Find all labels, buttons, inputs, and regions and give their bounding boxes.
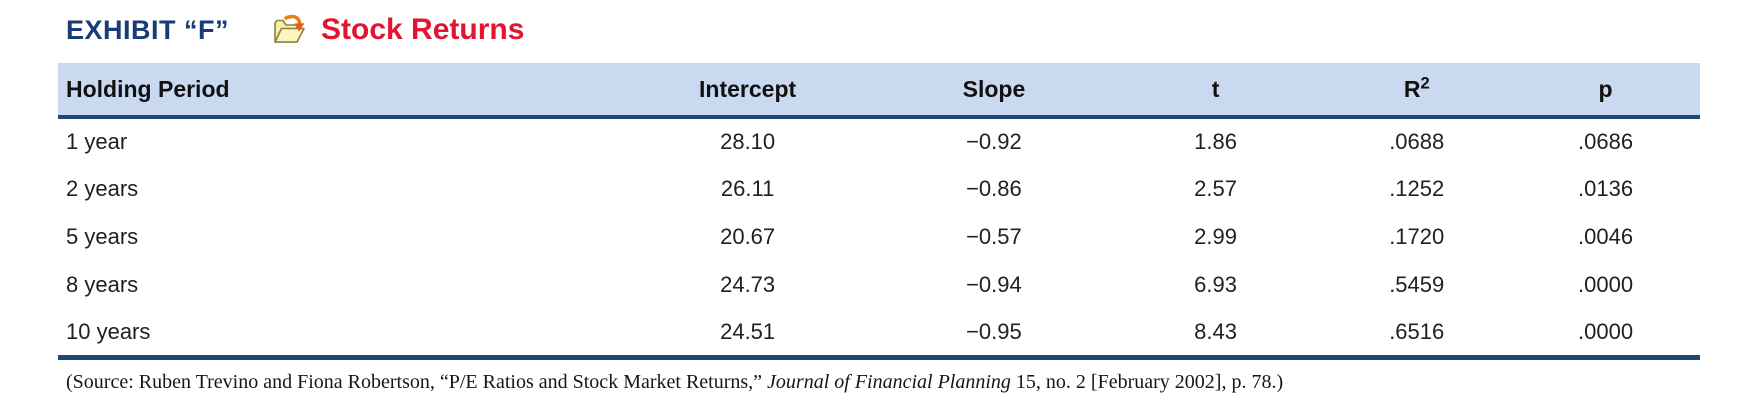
cell-p: .0686 bbox=[1578, 129, 1634, 154]
column-header-intercept: Intercept bbox=[616, 63, 879, 119]
table-header-row: Holding Period Intercept Slope t R2 p bbox=[58, 63, 1700, 119]
cell-period: 2 years bbox=[66, 176, 139, 201]
cell-slope: −0.92 bbox=[966, 129, 1022, 154]
cell-intercept: 26.11 bbox=[720, 176, 775, 201]
cell-r2: .0688 bbox=[1389, 129, 1445, 154]
cell-p: .0000 bbox=[1578, 318, 1634, 344]
table-row: 1 year 28.10 −0.92 1.86 .0688 .0686 bbox=[58, 117, 1700, 165]
cell-intercept: 28.10 bbox=[720, 129, 776, 154]
cell-t: 8.43 bbox=[1194, 318, 1237, 344]
source-prefix: (Source: Ruben Trevino and Fiona Roberts… bbox=[66, 370, 768, 393]
table-row: 2 years 26.11 −0.86 2.57 .1252 .0136 bbox=[58, 165, 1700, 213]
cell-period: 1 year bbox=[66, 129, 128, 154]
table-row: 5 years 20.67 −0.57 2.99 .1720 .0046 bbox=[58, 213, 1700, 261]
source-citation: (Source: Ruben Trevino and Fiona Roberts… bbox=[66, 371, 1700, 394]
column-header-holding-period: Holding Period bbox=[58, 63, 617, 119]
cell-t: 6.93 bbox=[1194, 272, 1237, 297]
exhibit-title: Stock Returns bbox=[321, 13, 525, 46]
cell-r2: .1252 bbox=[1389, 176, 1445, 201]
cell-slope: −0.94 bbox=[966, 272, 1022, 297]
stock-returns-table: Holding Period Intercept Slope t R2 p 1 … bbox=[58, 63, 1700, 360]
cell-p: .0046 bbox=[1578, 224, 1634, 249]
cell-r2: .1720 bbox=[1389, 224, 1445, 249]
column-header-slope: Slope bbox=[878, 63, 1109, 119]
cell-slope: −0.57 bbox=[966, 224, 1022, 249]
cell-period: 10 years bbox=[66, 318, 151, 344]
table-row: 10 years 24.51 −0.95 8.43 .6516 .0000 bbox=[58, 309, 1700, 357]
column-header-t: t bbox=[1108, 63, 1323, 119]
column-header-p: p bbox=[1511, 63, 1700, 119]
cell-p: .0000 bbox=[1578, 272, 1634, 297]
cell-r2: .5459 bbox=[1389, 272, 1445, 297]
cell-slope: −0.95 bbox=[966, 318, 1022, 344]
r-squared-base: R bbox=[1403, 75, 1421, 102]
exhibit-content: EXHIBIT “F” Stock Returns Holding Period… bbox=[58, 12, 1700, 394]
exhibit-header: EXHIBIT “F” Stock Returns bbox=[66, 12, 1700, 48]
cell-p: .0136 bbox=[1578, 176, 1634, 201]
cell-intercept: 24.73 bbox=[720, 272, 776, 297]
source-suffix: 15, no. 2 [February 2002], p. 78.) bbox=[1010, 370, 1284, 393]
journal-name: Journal of Financial Planning bbox=[767, 370, 1011, 393]
r-squared-superscript: 2 bbox=[1420, 72, 1430, 92]
cell-period: 5 years bbox=[66, 224, 139, 249]
cell-r2: .6516 bbox=[1389, 318, 1445, 344]
cell-intercept: 24.51 bbox=[720, 318, 776, 344]
table-body: 1 year 28.10 −0.92 1.86 .0688 .0686 2 ye… bbox=[58, 117, 1700, 357]
table-row: 8 years 24.73 −0.94 6.93 .5459 .0000 bbox=[58, 261, 1700, 309]
cell-t: 1.86 bbox=[1194, 129, 1237, 154]
column-header-r-squared: R2 bbox=[1322, 63, 1512, 119]
exhibit-label: EXHIBIT “F” bbox=[66, 14, 230, 45]
open-folder-icon bbox=[271, 14, 309, 46]
cell-slope: −0.86 bbox=[966, 176, 1022, 201]
cell-t: 2.99 bbox=[1194, 224, 1237, 249]
cell-period: 8 years bbox=[66, 272, 139, 297]
cell-intercept: 20.67 bbox=[720, 224, 776, 249]
cell-t: 2.57 bbox=[1194, 176, 1237, 201]
